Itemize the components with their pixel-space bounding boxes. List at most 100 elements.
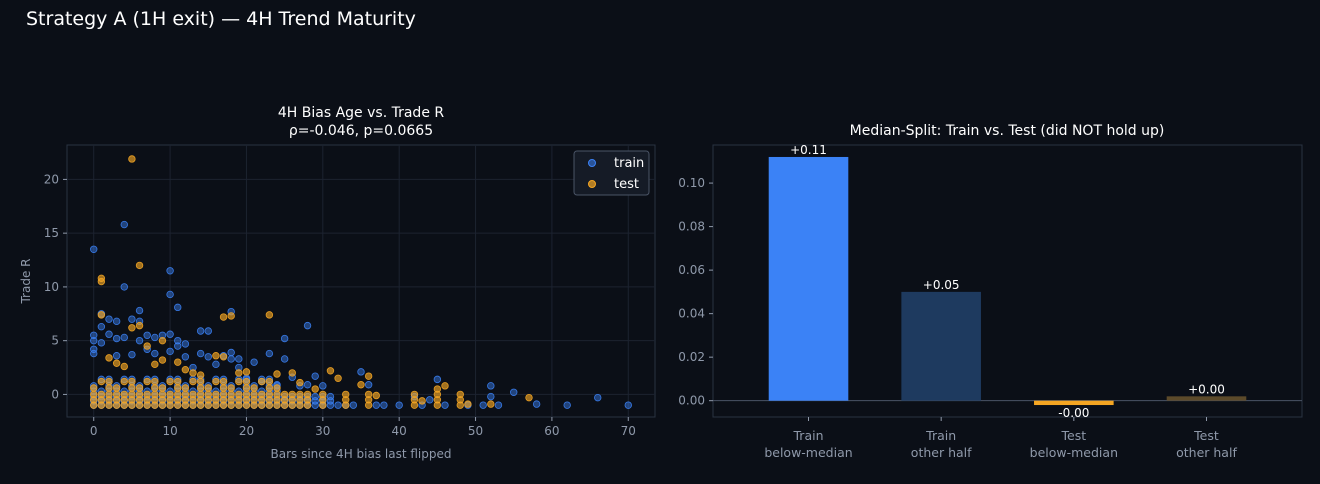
scatter-point-train <box>196 327 205 335</box>
scatter-plot-area <box>66 144 656 418</box>
scatter-point-test <box>97 311 106 319</box>
scatter-point-train <box>166 290 174 299</box>
legend-marker-train <box>588 159 596 167</box>
scatter-point-test <box>372 391 380 400</box>
scatter-point-test <box>112 359 121 367</box>
bar-x-tick-label: Test <box>1061 428 1087 443</box>
scatter-point-train <box>128 315 136 323</box>
scatter-point-test <box>265 377 274 386</box>
scatter-point-test <box>174 390 182 399</box>
bar <box>768 156 849 401</box>
scatter-point-test <box>456 390 464 399</box>
scatter-point-test <box>265 311 274 319</box>
scatter-point-train <box>105 330 113 338</box>
scatter-point-train <box>372 401 380 409</box>
scatter-point-train <box>166 347 174 356</box>
scatter-point-test <box>105 390 113 399</box>
scatter-point-test <box>135 384 144 392</box>
scatter-point-train <box>563 401 571 409</box>
scatter-point-test <box>181 365 190 374</box>
scatter-point-test <box>166 390 174 399</box>
scatter-point-test <box>166 377 174 386</box>
scatter-point-test <box>90 390 98 399</box>
bar-x-tick-label: below-median <box>764 445 852 460</box>
scatter-point-train <box>303 321 312 330</box>
scatter-point-train <box>143 331 151 339</box>
scatter-point-train <box>174 336 182 345</box>
scatter-point-train <box>97 339 106 347</box>
scatter-point-test <box>441 382 449 390</box>
scatter-point-test <box>128 324 136 332</box>
scatter-x-tick-label: 40 <box>392 424 407 438</box>
scatter-subtitle: ρ=-0.046, p=0.0665 <box>289 123 433 139</box>
scatter-point-test <box>174 377 182 386</box>
bar <box>1166 396 1247 401</box>
bar-x-tick-label: below-median <box>1030 445 1118 460</box>
scatter-point-test <box>143 342 151 350</box>
scatter-point-test <box>143 390 151 399</box>
scatter-point-test <box>128 384 136 392</box>
bar <box>1034 400 1114 406</box>
scatter-point-test <box>120 390 128 399</box>
scatter-point-train <box>212 360 220 369</box>
scatter-point-test <box>219 353 228 361</box>
scatter-point-train <box>90 349 98 358</box>
scatter-point-test <box>97 377 106 386</box>
bar-value-label: +0.05 <box>923 278 960 292</box>
scatter-x-tick-label: 30 <box>315 424 330 438</box>
scatter-point-train <box>128 350 136 359</box>
scatter-point-test <box>235 377 243 386</box>
scatter-point-test <box>235 390 243 399</box>
scatter-point-test <box>242 384 251 392</box>
scatter-point-train <box>594 393 602 402</box>
scatter-point-train <box>395 401 403 409</box>
scatter-point-train <box>174 342 182 350</box>
scatter-point-train <box>97 322 106 331</box>
scatter-point-test <box>151 377 159 386</box>
scatter-point-train <box>181 340 190 348</box>
scatter-point-test <box>258 390 266 399</box>
scatter-point-test <box>258 377 266 386</box>
scatter-point-test <box>158 336 167 345</box>
bar-value-label: -0.00 <box>1058 406 1089 420</box>
scatter-y-tick-label: 15 <box>44 226 59 240</box>
scatter-point-test <box>212 390 220 399</box>
scatter-point-train <box>120 333 128 342</box>
scatter-point-test <box>128 155 136 163</box>
scatter-point-test <box>311 385 319 393</box>
scatter-point-test <box>97 390 106 399</box>
bar-y-tick-label: 0.10 <box>678 176 705 190</box>
bar-x-tick-label: Test <box>1193 428 1219 443</box>
scatter-point-test <box>227 312 235 320</box>
scatter-point-test <box>227 390 235 399</box>
scatter-point-test <box>273 370 281 378</box>
scatter-point-test <box>273 384 281 392</box>
scatter-point-test <box>151 384 159 392</box>
scatter-point-train <box>135 306 144 315</box>
scatter-point-test <box>296 378 304 387</box>
scatter-point-test <box>128 390 136 399</box>
scatter-point-train <box>90 336 98 345</box>
scatter-point-test <box>410 390 419 399</box>
scatter-point-test <box>364 390 373 399</box>
scatter-point-train <box>319 382 327 390</box>
scatter-point-train <box>174 303 182 312</box>
scatter-point-train <box>112 317 121 326</box>
figure-title: Strategy A (1H exit) — 4H Trend Maturity <box>26 8 416 30</box>
scatter-point-train <box>204 353 212 361</box>
scatter-point-test <box>219 313 228 321</box>
scatter-point-test <box>212 352 220 360</box>
scatter-point-test <box>433 385 442 393</box>
bar-y-tick-label: 0.08 <box>678 220 705 234</box>
scatter-point-train <box>196 349 205 358</box>
scatter-point-test <box>105 377 113 386</box>
scatter-point-train <box>227 355 235 363</box>
scatter-point-test <box>105 354 113 362</box>
bar-y-tick-label: 0.02 <box>678 350 705 364</box>
bar-x-tick-label: Train <box>925 428 956 443</box>
scatter-x-axis-label: Bars since 4H bias last flipped <box>270 447 451 461</box>
scatter-point-train <box>441 401 449 409</box>
scatter-point-test <box>204 390 212 399</box>
bar <box>901 291 981 401</box>
